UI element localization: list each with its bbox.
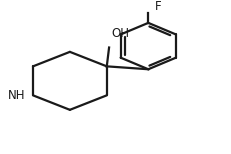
Text: OH: OH — [111, 26, 129, 40]
Text: F: F — [155, 0, 161, 13]
Text: NH: NH — [8, 89, 25, 102]
